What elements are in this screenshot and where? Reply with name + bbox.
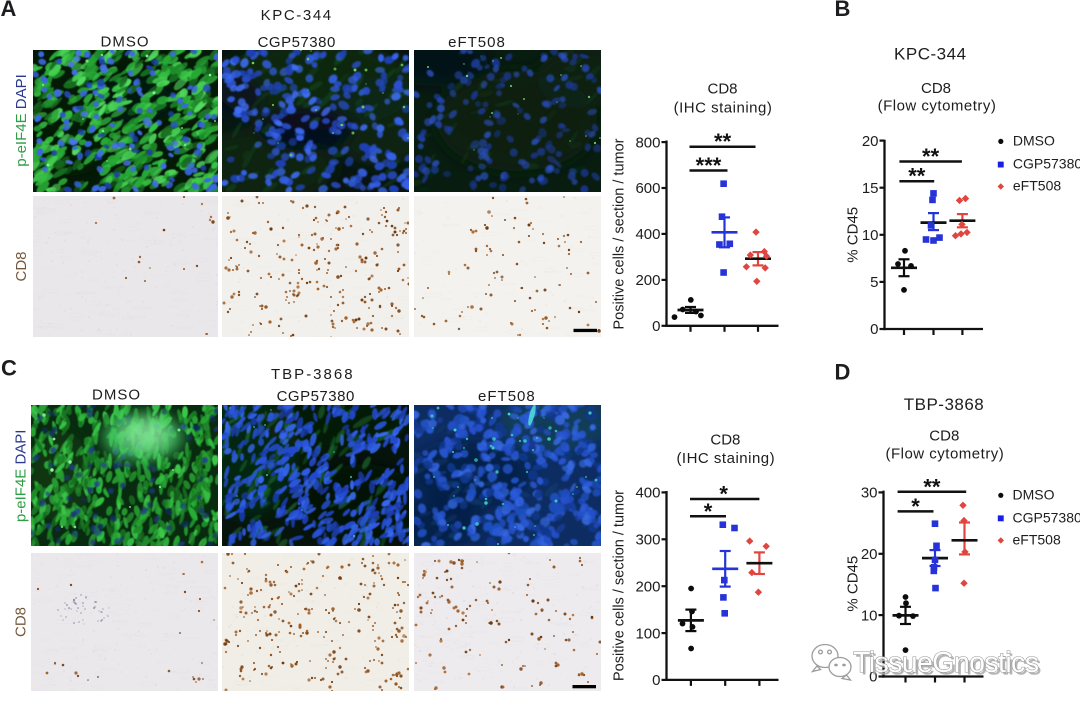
svg-text:15: 15	[862, 180, 879, 197]
svg-text:10: 10	[862, 227, 879, 244]
svg-text:CD8: CD8	[710, 432, 740, 449]
svg-text:TBP-3868: TBP-3868	[271, 366, 355, 383]
svg-text:CGP57380: CGP57380	[1013, 510, 1080, 526]
svg-text:5: 5	[870, 274, 878, 291]
svg-text:p-eIF4E DAPI: p-eIF4E DAPI	[13, 430, 30, 523]
svg-text:(Flow cytometry): (Flow cytometry)	[885, 446, 1004, 463]
svg-text:400: 400	[635, 226, 660, 243]
svg-text:(Flow cytometry): (Flow cytometry)	[878, 98, 997, 115]
svg-text:p-eIF4E DAPI: p-eIF4E DAPI	[13, 74, 30, 167]
svg-text:Positive cells / section / tum: Positive cells / section / tumor	[611, 490, 627, 681]
svg-text:(IHC staining): (IHC staining)	[674, 100, 773, 117]
svg-text:D: D	[835, 359, 851, 384]
svg-text:*: *	[911, 494, 920, 519]
svg-text:*: *	[719, 482, 728, 507]
svg-text:**: **	[908, 164, 926, 189]
svg-text:*: *	[704, 499, 713, 524]
svg-text:B: B	[835, 0, 851, 21]
svg-text:% CD45: % CD45	[844, 556, 861, 612]
svg-text:eFT508: eFT508	[448, 34, 506, 51]
svg-text:DMSO: DMSO	[101, 34, 150, 51]
svg-text:CGP57380: CGP57380	[258, 34, 336, 51]
svg-text:Positive cells / section / tum: Positive cells / section / tumor	[611, 138, 627, 329]
svg-text:CGP57380: CGP57380	[277, 388, 355, 405]
svg-text:**: **	[922, 144, 940, 169]
svg-text:KPC-344: KPC-344	[261, 7, 333, 24]
svg-text:10: 10	[861, 607, 878, 624]
svg-text:TBP-3868: TBP-3868	[904, 395, 985, 414]
svg-text:***: ***	[696, 153, 722, 178]
svg-text:DMSO: DMSO	[1013, 486, 1055, 502]
svg-text:CD8: CD8	[929, 428, 959, 445]
svg-text:**: **	[714, 129, 732, 154]
svg-text:CD8: CD8	[13, 251, 30, 281]
svg-text:(IHC staining): (IHC staining)	[676, 450, 775, 467]
svg-text:TissueGnostics: TissueGnostics	[856, 650, 1042, 682]
svg-text:0: 0	[870, 321, 878, 338]
svg-text:200: 200	[635, 272, 660, 289]
svg-text:KPC-344: KPC-344	[894, 45, 966, 64]
svg-text:C: C	[1, 356, 17, 381]
svg-text:20: 20	[861, 546, 878, 563]
svg-text:eFT508: eFT508	[1013, 532, 1061, 548]
svg-text:TissueGnostics: TissueGnostics	[853, 647, 1039, 679]
svg-text:0: 0	[869, 669, 877, 686]
svg-text:200: 200	[635, 578, 660, 595]
svg-text:eFT508: eFT508	[478, 388, 536, 405]
svg-text:CD8: CD8	[707, 81, 737, 98]
svg-text:300: 300	[635, 532, 660, 549]
svg-text:400: 400	[635, 485, 660, 502]
svg-text:DMSO: DMSO	[1013, 132, 1055, 148]
svg-text:eFT508: eFT508	[1013, 178, 1061, 194]
svg-text:0: 0	[652, 318, 660, 335]
svg-text:DMSO: DMSO	[92, 387, 141, 404]
svg-text:CGP57380: CGP57380	[1013, 156, 1080, 172]
svg-text:CD8: CD8	[921, 80, 951, 97]
svg-text:100: 100	[635, 625, 660, 642]
svg-text:A: A	[1, 0, 17, 21]
svg-text:20: 20	[862, 133, 879, 150]
svg-text:0: 0	[652, 672, 660, 689]
svg-text:CD8: CD8	[13, 607, 30, 637]
svg-text:800: 800	[635, 134, 660, 151]
svg-text:**: **	[923, 474, 941, 499]
svg-text:30: 30	[861, 485, 878, 502]
svg-text:% CD45: % CD45	[844, 207, 861, 263]
svg-text:600: 600	[635, 180, 660, 197]
